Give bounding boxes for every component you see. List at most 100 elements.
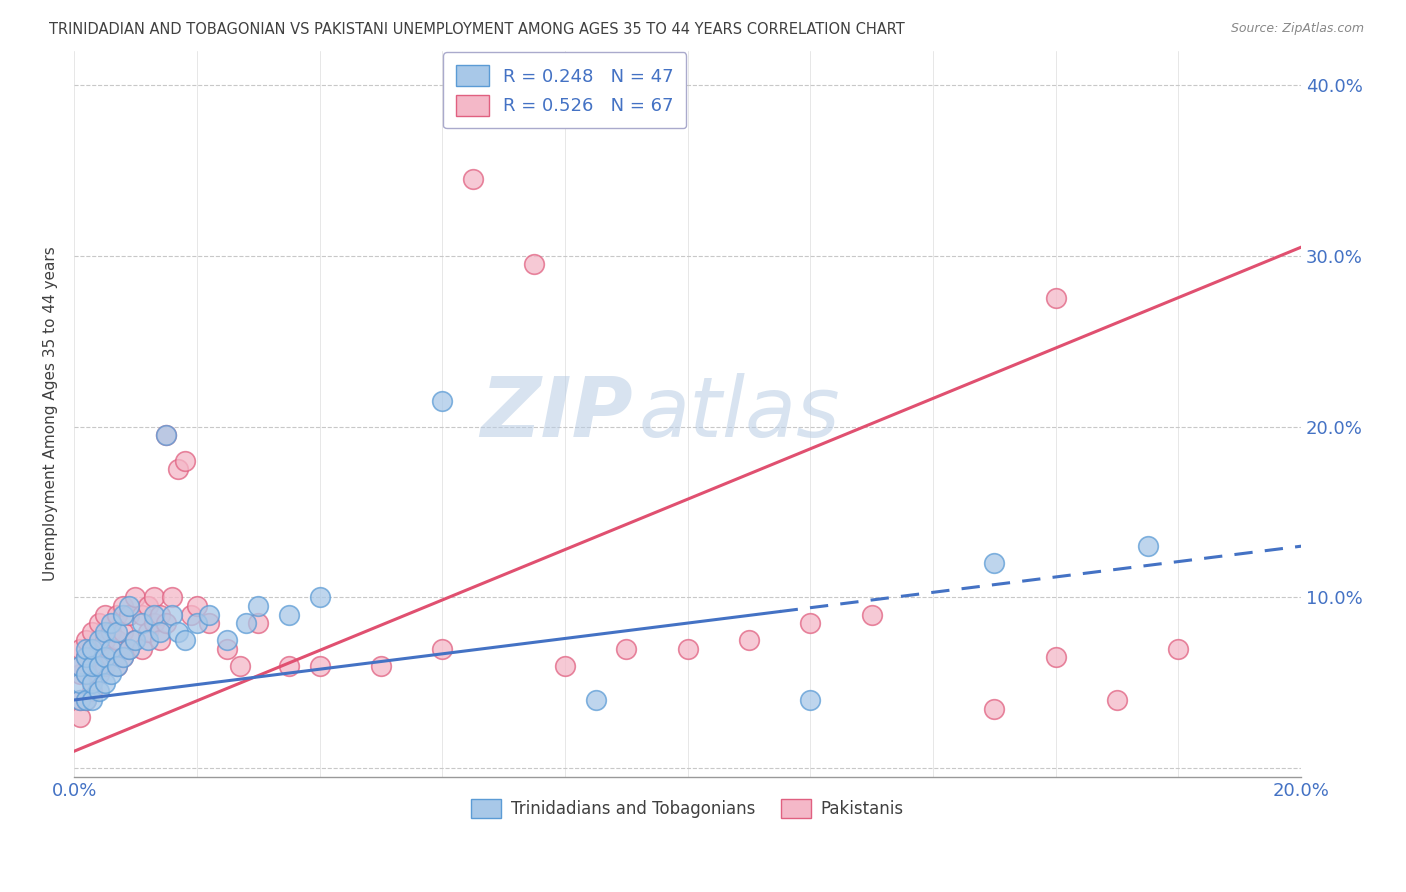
Point <box>118 607 141 622</box>
Point <box>308 591 330 605</box>
Point <box>124 633 146 648</box>
Point <box>162 591 184 605</box>
Point <box>75 641 97 656</box>
Point <box>155 428 177 442</box>
Point <box>131 616 153 631</box>
Point <box>186 599 208 613</box>
Point <box>523 257 546 271</box>
Text: TRINIDADIAN AND TOBAGONIAN VS PAKISTANI UNEMPLOYMENT AMONG AGES 35 TO 44 YEARS C: TRINIDADIAN AND TOBAGONIAN VS PAKISTANI … <box>49 22 905 37</box>
Point <box>149 633 172 648</box>
Point <box>162 607 184 622</box>
Point <box>186 616 208 631</box>
Text: Source: ZipAtlas.com: Source: ZipAtlas.com <box>1230 22 1364 36</box>
Point <box>100 650 122 665</box>
Point <box>860 607 883 622</box>
Point <box>308 658 330 673</box>
Point <box>112 599 135 613</box>
Point <box>69 693 91 707</box>
Point <box>112 624 135 639</box>
Point <box>585 693 607 707</box>
Point <box>94 658 117 673</box>
Point <box>75 650 97 665</box>
Point <box>82 658 104 673</box>
Point <box>432 641 454 656</box>
Point <box>432 394 454 409</box>
Point <box>155 428 177 442</box>
Point <box>82 624 104 639</box>
Point <box>82 641 104 656</box>
Point <box>75 693 97 707</box>
Point <box>118 641 141 656</box>
Point <box>131 641 153 656</box>
Point <box>69 693 91 707</box>
Point <box>105 658 128 673</box>
Point <box>799 693 821 707</box>
Point <box>69 641 91 656</box>
Y-axis label: Unemployment Among Ages 35 to 44 years: Unemployment Among Ages 35 to 44 years <box>44 246 58 582</box>
Point <box>167 624 190 639</box>
Point <box>1167 641 1189 656</box>
Point <box>112 650 135 665</box>
Point <box>100 667 122 681</box>
Point <box>118 599 141 613</box>
Legend: Trinidadians and Tobagonians, Pakistanis: Trinidadians and Tobagonians, Pakistanis <box>463 790 912 827</box>
Point <box>1136 539 1159 553</box>
Point <box>370 658 392 673</box>
Point <box>676 641 699 656</box>
Point <box>82 658 104 673</box>
Point <box>112 650 135 665</box>
Point <box>142 616 165 631</box>
Point <box>277 607 299 622</box>
Point <box>247 599 270 613</box>
Point <box>69 658 91 673</box>
Point <box>69 667 91 681</box>
Point <box>87 616 110 631</box>
Point <box>105 658 128 673</box>
Point <box>142 591 165 605</box>
Point <box>100 641 122 656</box>
Point <box>247 616 270 631</box>
Point <box>1045 650 1067 665</box>
Point <box>112 607 135 622</box>
Point <box>198 616 221 631</box>
Point <box>75 633 97 648</box>
Point <box>799 616 821 631</box>
Point <box>94 633 117 648</box>
Point <box>149 607 172 622</box>
Point <box>136 599 159 613</box>
Point <box>105 624 128 639</box>
Point <box>87 684 110 698</box>
Point <box>69 658 91 673</box>
Point <box>198 607 221 622</box>
Point <box>94 607 117 622</box>
Point <box>1107 693 1129 707</box>
Point <box>983 556 1005 570</box>
Point <box>277 658 299 673</box>
Point <box>229 658 252 673</box>
Point <box>136 633 159 648</box>
Point <box>1045 292 1067 306</box>
Point <box>94 624 117 639</box>
Point <box>82 676 104 690</box>
Point <box>131 607 153 622</box>
Point <box>124 633 146 648</box>
Point <box>82 693 104 707</box>
Point <box>82 684 104 698</box>
Point <box>69 676 91 690</box>
Point <box>167 462 190 476</box>
Point <box>100 624 122 639</box>
Point <box>75 667 97 681</box>
Point <box>155 616 177 631</box>
Point <box>87 658 110 673</box>
Point <box>87 633 110 648</box>
Point <box>180 607 202 622</box>
Point <box>87 641 110 656</box>
Point <box>82 641 104 656</box>
Point <box>94 676 117 690</box>
Point <box>100 616 122 631</box>
Point <box>124 591 146 605</box>
Point <box>173 633 195 648</box>
Point <box>87 667 110 681</box>
Point <box>738 633 761 648</box>
Point <box>105 607 128 622</box>
